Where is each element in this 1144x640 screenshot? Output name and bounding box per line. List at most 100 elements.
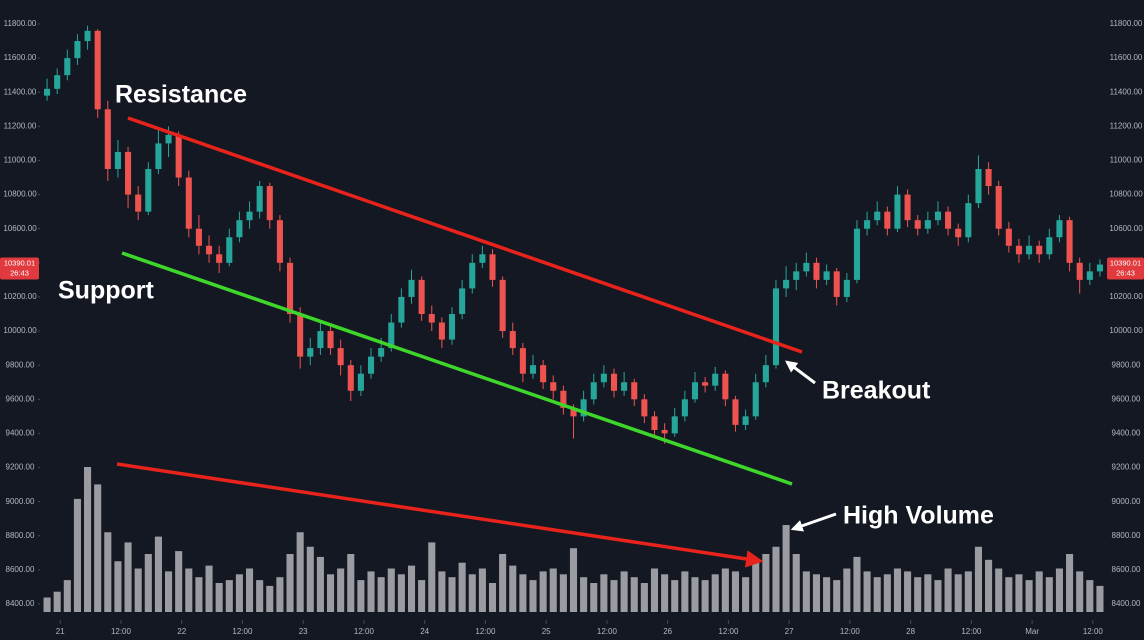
volume-bar [1035, 571, 1043, 612]
volume-bar [225, 580, 233, 612]
candle-body [529, 365, 537, 374]
x-tick-label: 23 [299, 627, 308, 636]
resistance-label: Resistance [115, 81, 247, 109]
candle-body [995, 186, 1002, 229]
volume-bar [792, 554, 800, 612]
volume-bar [114, 561, 122, 612]
candle-body [64, 58, 71, 76]
y-tick-label: 10800.00 [3, 190, 37, 199]
volume-bar [357, 580, 365, 612]
volume-bar [43, 597, 51, 612]
volume-bar [539, 571, 547, 612]
candle-body [904, 194, 911, 221]
candle-body [327, 331, 334, 349]
x-tick-label: Mar [1025, 627, 1039, 636]
candle-body [74, 41, 81, 59]
volume-bar [904, 571, 912, 612]
y-tick-label-right: 11400.00 [1110, 87, 1143, 96]
candle-body [1036, 245, 1043, 255]
y-tick-label-right: 10000.00 [1109, 326, 1143, 335]
breakout-label: Breakout [822, 377, 931, 405]
resistance-line [127, 116, 803, 354]
candle-body [94, 30, 101, 110]
volume-bar [1045, 577, 1053, 612]
candle-body [590, 382, 597, 400]
candle-body [681, 399, 688, 417]
volume-bar [377, 577, 385, 612]
candle-body [418, 279, 425, 314]
candle-body [1076, 262, 1083, 280]
candle-body [509, 331, 516, 349]
candle-body [600, 373, 607, 383]
candle-body [1056, 220, 1063, 238]
candle-body [742, 416, 749, 425]
y-tick-label-right: 11000.00 [1110, 156, 1143, 165]
volume-bar [286, 554, 294, 612]
volume-bar [944, 568, 952, 612]
volume-bar [337, 568, 345, 612]
volume-arrow [790, 512, 837, 532]
y-tick-label: 9200.00 [6, 463, 35, 472]
volume-bar [691, 577, 699, 612]
candle-body [803, 262, 810, 272]
candle-body [874, 211, 881, 221]
volume-bar [640, 583, 648, 612]
price-tag [1107, 257, 1144, 280]
candle-body [1005, 228, 1012, 246]
y-tick-label: 10600.00 [3, 224, 37, 233]
volume-bar [580, 577, 588, 612]
volume-bar [448, 577, 456, 612]
y-tick-label-right: 11800.00 [1110, 19, 1143, 28]
candle-body [975, 169, 982, 204]
candle-body [307, 348, 314, 357]
y-tick-label: 9000.00 [6, 497, 35, 506]
candle-body [317, 331, 324, 349]
y-tick-label-right: 9200.00 [1112, 463, 1141, 472]
candle-body [833, 271, 840, 297]
volume-bar [549, 568, 557, 612]
volume-bar [590, 583, 598, 612]
candle-body [104, 109, 111, 169]
volume-bar [873, 577, 881, 612]
candle-body [621, 382, 628, 391]
volume-bar [245, 568, 254, 612]
candle-body [44, 88, 51, 96]
volume-bar [711, 574, 719, 612]
candle-body [206, 245, 213, 255]
candle-body [489, 254, 496, 280]
volume-bar [1096, 585, 1104, 612]
candle-body [610, 373, 618, 391]
marks: 8400.00 8400.00 8600.00 8600.00 8800.00 8800.… [0, 19, 1144, 636]
volume-bar [914, 577, 922, 612]
breakout-arrow [785, 360, 816, 385]
candle-body [641, 399, 648, 417]
volume-bar [499, 554, 507, 612]
x-tick-label: 12:00 [475, 627, 496, 636]
candle-body [216, 254, 223, 263]
candle-body [955, 228, 962, 238]
volume-bar [478, 568, 486, 612]
candle-body [793, 271, 800, 280]
y-tick-label: 10000.00 [3, 326, 37, 335]
x-tick-label: 12:00 [840, 627, 861, 636]
volume-bar [954, 574, 962, 612]
candle-body [1096, 264, 1103, 272]
volume-bar [488, 583, 497, 612]
candle-body [823, 271, 830, 280]
volume-bar [853, 556, 861, 612]
volume-bar [782, 525, 790, 612]
x-tick-label: 27 [785, 627, 794, 636]
volume-bar [883, 574, 891, 612]
volume-bar [995, 568, 1003, 612]
volume-bar [1086, 580, 1094, 612]
candle-body [428, 314, 435, 323]
candle-body [965, 203, 972, 238]
volume-bar [610, 580, 618, 612]
volume-bar [509, 565, 517, 612]
x-tick-label: 28 [906, 627, 915, 636]
x-tick-label: 21 [56, 627, 65, 636]
candle-body [884, 211, 891, 229]
volume-bar [833, 580, 841, 612]
candle-body [1086, 271, 1093, 280]
candle-body [499, 279, 506, 332]
